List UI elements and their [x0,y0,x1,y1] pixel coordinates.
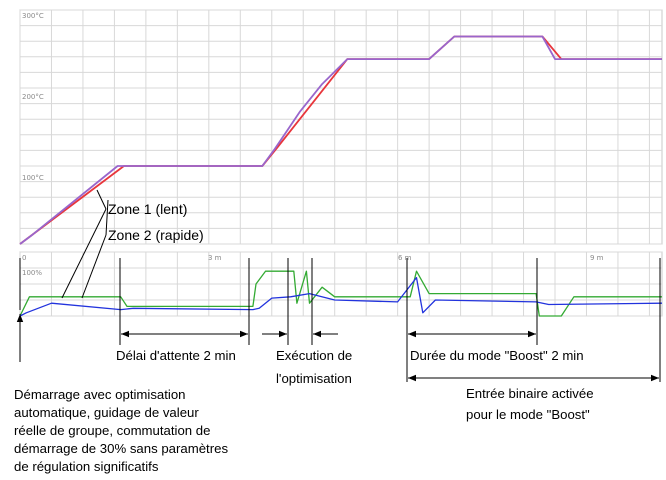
label-demarrage-3: réelle de groupe, commutation de [14,423,210,438]
leader-zone2-bottom [81,234,107,299]
label-delai: Délai d'attente 2 min [116,348,236,363]
output-series-line-1 [19,270,662,317]
y-tick-label-100: 100°C [22,174,44,182]
output-series-line-2 [19,276,663,317]
leader-zone1-bottom [61,208,107,299]
label-execution-1: Exécution de [276,348,352,363]
label-zone1: Zone 1 (lent) [108,201,187,217]
label-demarrage-4: démarrage de 30% sans paramètres [14,441,228,456]
y-tick-label-200: 200°C [22,93,44,101]
x-tick-label-3m: 3 m [208,254,222,262]
output-series [19,270,663,317]
x-tick-label-9m: 9 m [590,254,604,262]
label-execution-2: l'optimisation [276,371,352,386]
label-duree: Durée du mode "Boost" 2 min [410,348,584,363]
label-demarrage-5: de régulation significatifs [14,459,159,474]
label-zone2: Zone 2 (rapide) [108,227,204,243]
x-tick-label-6m: 6 m [398,254,412,262]
x-tick-label-0: 0 [22,254,26,262]
label-entree-1: Entrée binaire activée [466,386,594,401]
temperature-series-line-2 [19,35,662,245]
output-chart: 0 3 m 6 m 9 m 100% [19,251,663,317]
leader-zone2-top [105,199,109,236]
temperature-chart: 300°C 200°C 100°C [19,9,663,245]
output-grid [19,251,663,317]
annotations: Zone 1 (lent) Zone 2 (rapide) Délai d'at… [14,189,661,474]
temperature-series [19,35,662,245]
label-demarrage-1: Démarrage avec optimisation [14,387,186,402]
label-demarrage-2: automatique, guidage de valeur [14,405,199,420]
label-entree-2: pour le mode "Boost" [466,407,590,422]
y-tick-label-100pct: 100% [22,269,42,277]
y-tick-label-300: 300°C [22,12,44,20]
temperature-grid [19,9,663,245]
leader-zone1-top [96,189,107,210]
